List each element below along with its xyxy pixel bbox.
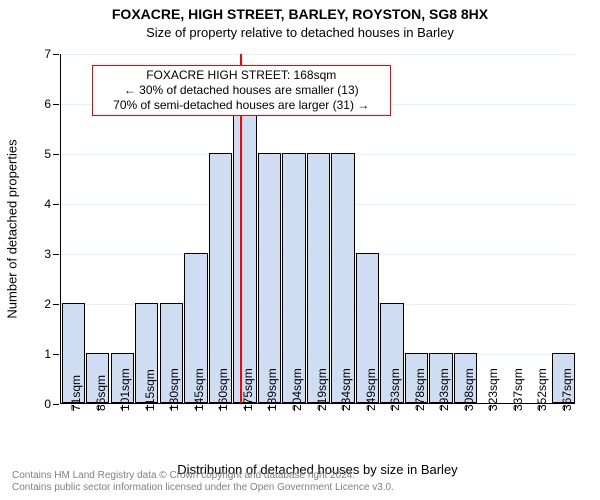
bar [209,153,232,403]
x-tick-label: 115sqm [143,369,157,411]
plot-area: 0123456771sqm86sqm101sqm115sqm130sqm145s… [60,54,575,404]
plot-wrap: 0123456771sqm86sqm101sqm115sqm130sqm145s… [60,54,575,404]
y-tick-label: 3 [44,247,61,261]
x-tick-label: 337sqm [511,368,525,411]
x-tick-label: 278sqm [413,368,427,411]
x-tick-label: 308sqm [462,368,476,411]
footer-line-1: Contains HM Land Registry data © Crown c… [12,470,394,482]
x-tick-label: 249sqm [364,368,378,411]
x-tick-label: 293sqm [437,368,451,411]
y-tick-label: 4 [44,197,61,211]
chart-title: FOXACRE, HIGH STREET, BARLEY, ROYSTON, S… [0,0,600,23]
footer-line-2: Contains public sector information licen… [12,482,394,494]
y-tick-label: 1 [44,347,61,361]
x-tick-label: 86sqm [94,375,108,411]
x-tick-label: 145sqm [192,368,206,411]
y-tick-label: 2 [44,297,61,311]
chart-container: { "chart": { "type": "bar", "title": "FO… [0,0,600,500]
y-tick-label: 7 [44,47,61,61]
annotation-line-2: 70% of semi-detached houses are larger (… [99,98,384,113]
y-tick-label: 5 [44,147,61,161]
y-axis-label: Number of detached properties [5,139,20,318]
x-tick-label: 367sqm [560,368,574,411]
bar [307,153,330,403]
x-tick-label: 189sqm [265,368,279,411]
x-tick-label: 352sqm [535,368,549,411]
x-tick-label: 175sqm [241,368,255,411]
x-tick-label: 160sqm [216,368,230,411]
annotation-line-1: ← 30% of detached houses are smaller (13… [99,83,384,98]
x-tick-label: 323sqm [486,368,500,411]
gridline [61,54,575,55]
y-tick-label: 0 [44,397,61,411]
x-tick-label: 130sqm [167,368,181,411]
annotation-line-0: FOXACRE HIGH STREET: 168sqm [99,68,384,83]
x-tick-label: 234sqm [339,368,353,411]
x-tick-label: 71sqm [69,375,83,411]
bar [331,153,354,403]
chart-subtitle: Size of property relative to detached ho… [0,25,600,41]
y-tick-label: 6 [44,97,61,111]
bar [233,103,256,403]
bar [258,153,281,403]
x-tick-label: 204sqm [290,368,304,411]
footer: Contains HM Land Registry data © Crown c… [12,470,394,494]
bar [282,153,305,403]
x-tick-label: 101sqm [118,368,132,411]
x-tick-label: 263sqm [388,368,402,411]
x-tick-label: 219sqm [315,368,329,411]
annotation-box: FOXACRE HIGH STREET: 168sqm ← 30% of det… [92,65,391,116]
